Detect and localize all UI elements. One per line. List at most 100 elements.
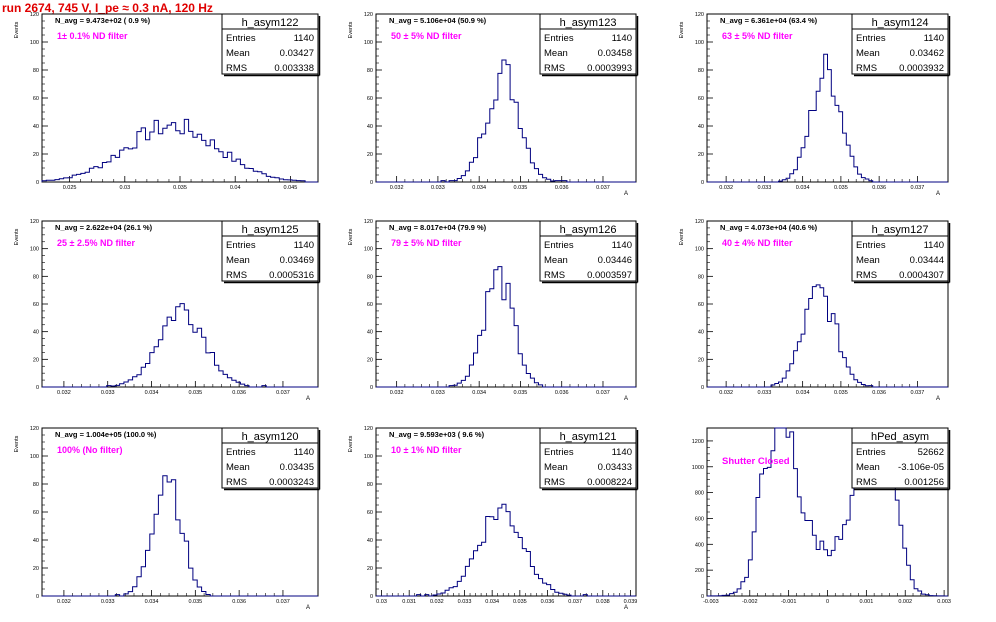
x-tick-label: 0.037 xyxy=(276,390,290,396)
x-tick-label: -0.003 xyxy=(703,599,719,605)
y-tick-label: 40 xyxy=(33,330,39,336)
x-tick-label: 0.034 xyxy=(796,390,810,396)
stat-value: 0.0003243 xyxy=(269,477,314,488)
stat-value: 0.0003993 xyxy=(587,63,632,74)
filter-note: 63 ± 5% ND filter xyxy=(722,31,793,41)
histogram-line xyxy=(42,303,318,388)
y-tick-label: 100 xyxy=(364,247,373,253)
histogram-line xyxy=(707,427,948,597)
y-tick-label: 80 xyxy=(367,482,373,488)
filter-note: 1± 0.1% ND filter xyxy=(57,31,128,41)
histogram-panel: 0 20 40 60 80 100 120 0.032 0.033 0.034 0.035 0.036… xyxy=(679,219,951,402)
x-tick-label: 0 xyxy=(826,599,829,605)
stat-value: 0.0004307 xyxy=(899,270,944,281)
x-tick-label: 0.034 xyxy=(472,390,486,396)
x-tick-label: 0.034 xyxy=(796,185,810,191)
filter-note: 79 ± 5% ND filter xyxy=(391,238,462,248)
y-axis-title: Events xyxy=(14,435,20,452)
y-tick-label: 0 xyxy=(36,180,39,186)
y-tick-label: 60 xyxy=(698,96,704,102)
stat-label: Mean xyxy=(544,255,568,266)
stat-label: Mean xyxy=(226,255,250,266)
y-tick-label: 100 xyxy=(30,454,39,460)
x-tick-label: 0.036 xyxy=(541,599,555,605)
stat-label: Mean xyxy=(544,48,568,59)
n-avg-label: N_avg = 9.473e+02 ( 0.9 %) xyxy=(55,16,151,25)
y-tick-label: 80 xyxy=(367,68,373,74)
y-tick-label: 20 xyxy=(33,566,39,572)
stat-label: RMS xyxy=(856,477,877,488)
x-tick-label: 0.036 xyxy=(555,390,569,396)
x-tick-label: 0.001 xyxy=(859,599,873,605)
x-tick-label: 0.032 xyxy=(719,185,733,191)
y-tick-label: 60 xyxy=(698,302,704,308)
stat-label: Entries xyxy=(856,33,886,44)
x-tick-label: 0.036 xyxy=(232,390,246,396)
stat-value: 1140 xyxy=(924,33,944,44)
y-tick-label: 0 xyxy=(701,180,704,186)
x-tick-label: 0.025 xyxy=(63,185,77,191)
y-tick-label: 80 xyxy=(367,274,373,280)
x-tick-label: 0.035 xyxy=(188,599,202,605)
stat-value: 0.001256 xyxy=(904,477,944,488)
y-tick-label: 0 xyxy=(370,594,373,600)
stat-label: Entries xyxy=(856,447,886,458)
y-tick-label: 60 xyxy=(367,302,373,308)
x-tick-label: 0.033 xyxy=(101,390,115,396)
stat-value: 0.03427 xyxy=(280,48,314,59)
filter-note: 50 ± 5% ND filter xyxy=(391,31,462,41)
y-tick-label: 20 xyxy=(33,357,39,363)
stat-value: 0.003338 xyxy=(274,63,314,74)
n-avg-label: N_avg = 2.622e+04 (26.1 %) xyxy=(55,223,153,232)
y-tick-label: 80 xyxy=(698,274,704,280)
x-tick-label: 0.034 xyxy=(145,390,159,396)
stat-value: 0.03458 xyxy=(598,48,632,59)
x-tick-label: 0.037 xyxy=(276,599,290,605)
histogram-line xyxy=(41,118,318,183)
histogram-panel: 0 200 400 600 800 1000 1200 -0.003 -0.002 -0.001 0… xyxy=(692,427,951,605)
x-tick-label: 0.032 xyxy=(57,599,71,605)
stat-label: RMS xyxy=(226,63,247,74)
x-axis-title: A xyxy=(936,396,940,402)
y-tick-label: 800 xyxy=(695,491,704,497)
y-tick-label: 40 xyxy=(698,124,704,130)
histogram-name: h_asym123 xyxy=(560,17,617,29)
x-axis-title: A xyxy=(624,605,628,611)
y-tick-label: 0 xyxy=(701,594,704,600)
y-tick-label: 0 xyxy=(701,385,704,391)
y-tick-label: 80 xyxy=(698,68,704,74)
stats-box xyxy=(539,427,637,489)
histogram-line xyxy=(707,284,948,388)
stat-label: Mean xyxy=(226,462,250,473)
stat-value: 0.0003597 xyxy=(587,270,632,281)
stat-label: RMS xyxy=(544,270,565,281)
histogram-panel: 0 20 40 60 80 100 120 0.03 0.031 0.032 0.033 0.034 0… xyxy=(348,426,639,611)
stat-value: 0.03444 xyxy=(910,255,944,266)
y-tick-label: 120 xyxy=(30,12,39,18)
n-avg-label: N_avg = 1.004e+05 (100.0 %) xyxy=(55,430,157,439)
x-axis-title: A xyxy=(624,191,628,197)
x-tick-label: 0.04 xyxy=(230,185,241,191)
x-tick-label: 0.032 xyxy=(719,390,733,396)
histogram-line xyxy=(707,53,948,183)
filter-note: 10 ± 1% ND filter xyxy=(391,445,462,455)
y-tick-label: 60 xyxy=(33,96,39,102)
y-axis-title: Events xyxy=(348,435,354,452)
x-tick-label: 0.039 xyxy=(624,599,638,605)
y-tick-label: 80 xyxy=(33,482,39,488)
stat-value: 0.03433 xyxy=(598,462,632,473)
stat-value: 0.0005316 xyxy=(269,270,314,281)
y-tick-label: 60 xyxy=(367,510,373,516)
y-axis-title: Events xyxy=(348,228,354,245)
x-axis-title: A xyxy=(306,605,310,611)
y-tick-label: 100 xyxy=(30,247,39,253)
histogram-panel: 0 20 40 60 80 100 120 0.032 0.033 0.034 0.035 0.036… xyxy=(679,12,951,197)
y-tick-label: 100 xyxy=(364,454,373,460)
y-tick-label: 60 xyxy=(367,96,373,102)
stat-value: 1140 xyxy=(294,447,314,458)
y-tick-label: 60 xyxy=(33,510,39,516)
x-tick-label: 0.036 xyxy=(232,599,246,605)
x-tick-label: 0.038 xyxy=(596,599,610,605)
x-tick-label: 0.035 xyxy=(514,185,528,191)
